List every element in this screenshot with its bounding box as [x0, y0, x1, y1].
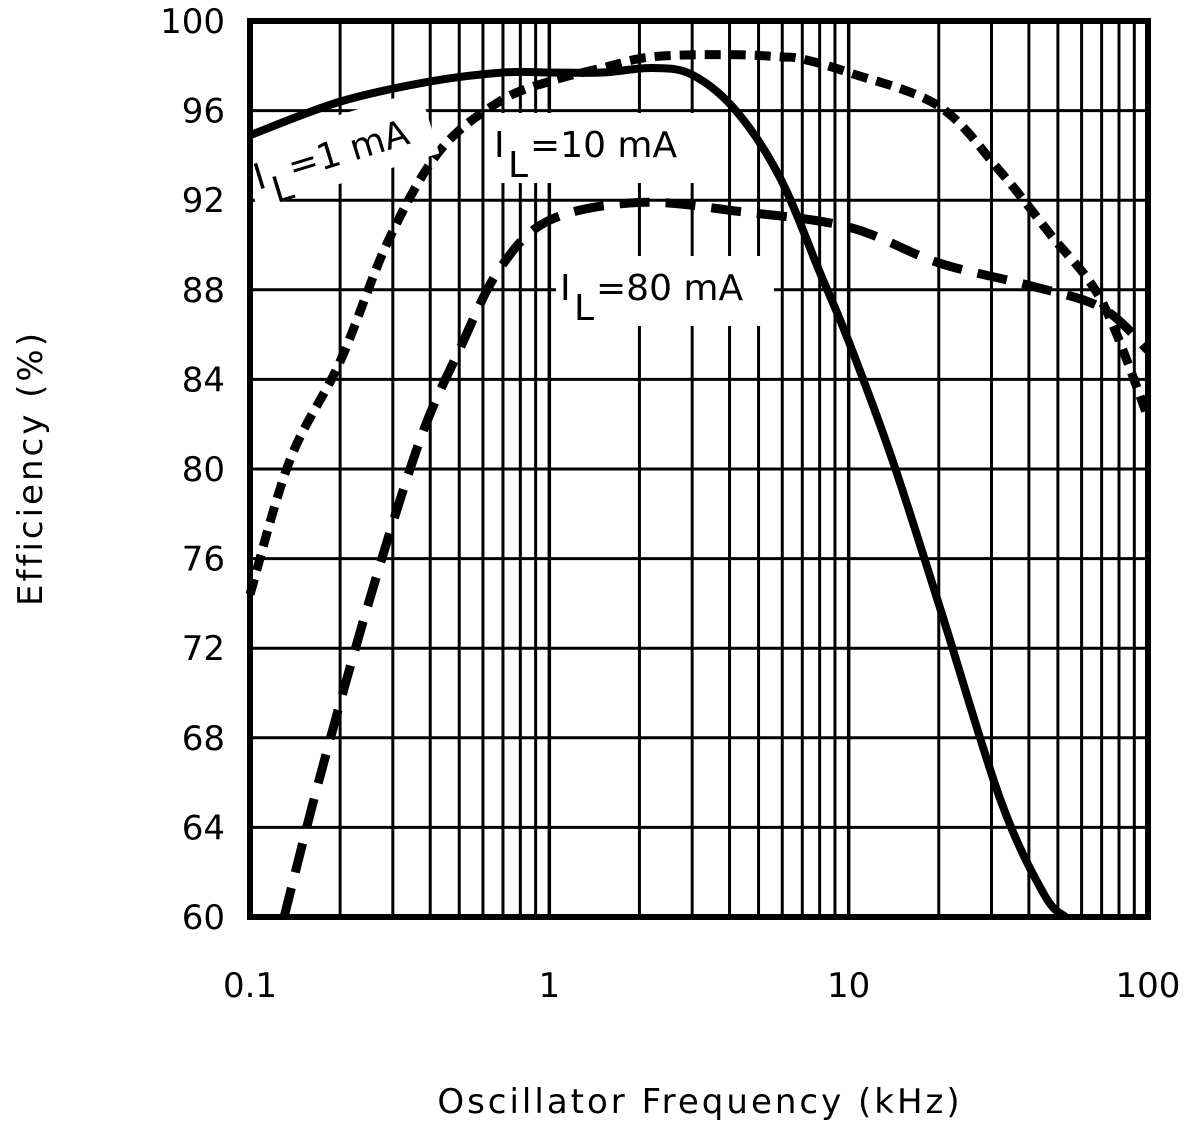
annotation-subscript: L: [508, 145, 528, 186]
y-tick-label: 88: [182, 271, 225, 311]
annotation-text: =80 mA: [596, 268, 743, 309]
annotation-background: [556, 256, 774, 326]
curves: [245, 50, 1153, 921]
plot-frame: [247, 18, 1151, 920]
y-tick-label: 96: [182, 92, 225, 132]
x-tick-labels: 0.1 1 10 100: [223, 966, 1180, 1006]
series-line-80-ma: [279, 197, 1152, 919]
y-tick-labels: 60 64 68 72 76 80 84 88 92 96 100: [160, 2, 225, 938]
series-line-10-ma: [245, 50, 1153, 596]
annotation-il-80ma: I L =80 mA: [556, 256, 774, 329]
y-axis-label: Efficiency (%): [11, 330, 51, 606]
annotation-prefix: I: [494, 125, 505, 166]
x-axis-label: Oscillator Frequency (kHz): [437, 1082, 962, 1122]
y-tick-label: 64: [182, 808, 225, 848]
y-tick-label: 72: [182, 629, 225, 669]
y-tick-label: 92: [182, 181, 225, 221]
annotation-background: [490, 113, 706, 183]
annotation-prefix: I: [560, 268, 571, 309]
y-tick-label: 84: [182, 360, 225, 400]
y-tick-label: 68: [182, 719, 225, 759]
y-tick-label: 60: [182, 898, 225, 938]
y-tick-label: 76: [182, 540, 225, 580]
series-line-1-ma: [248, 64, 1069, 921]
x-tick-label: 0.1: [223, 966, 277, 1006]
annotation-background: [238, 90, 440, 209]
x-tick-label: 100: [1116, 966, 1181, 1006]
x-tick-label: 10: [827, 966, 870, 1006]
x-tick-label: 1: [539, 966, 561, 1006]
annotation-il-10ma: I L =10 mA: [490, 113, 706, 186]
annotation-subscript: L: [574, 288, 594, 329]
annotation-text: =10 mA: [530, 125, 677, 166]
y-tick-label: 80: [182, 450, 225, 490]
y-tick-label: 100: [160, 2, 225, 42]
plot-border: [247, 18, 1151, 920]
